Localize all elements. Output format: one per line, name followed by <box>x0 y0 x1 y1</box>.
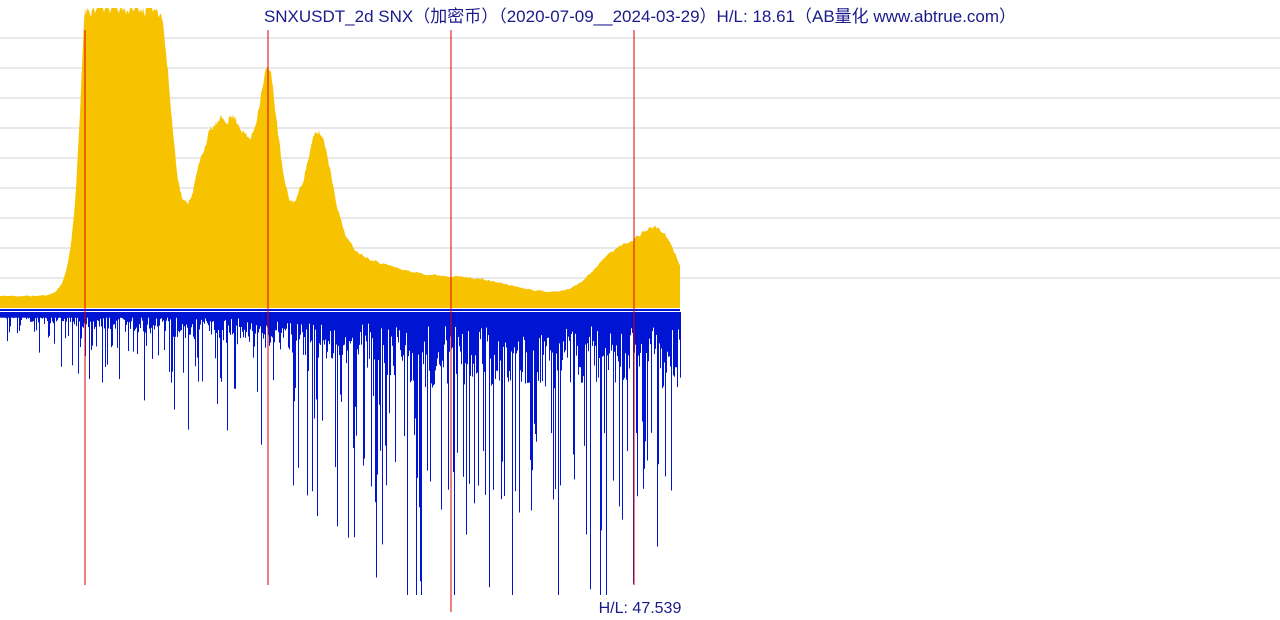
chart-svg <box>0 0 1280 620</box>
chart-container: SNXUSDT_2d SNX（加密币）（2020-07-09__2024-03-… <box>0 0 1280 620</box>
chart-bottom-label: H/L: 47.539 <box>0 600 1280 618</box>
